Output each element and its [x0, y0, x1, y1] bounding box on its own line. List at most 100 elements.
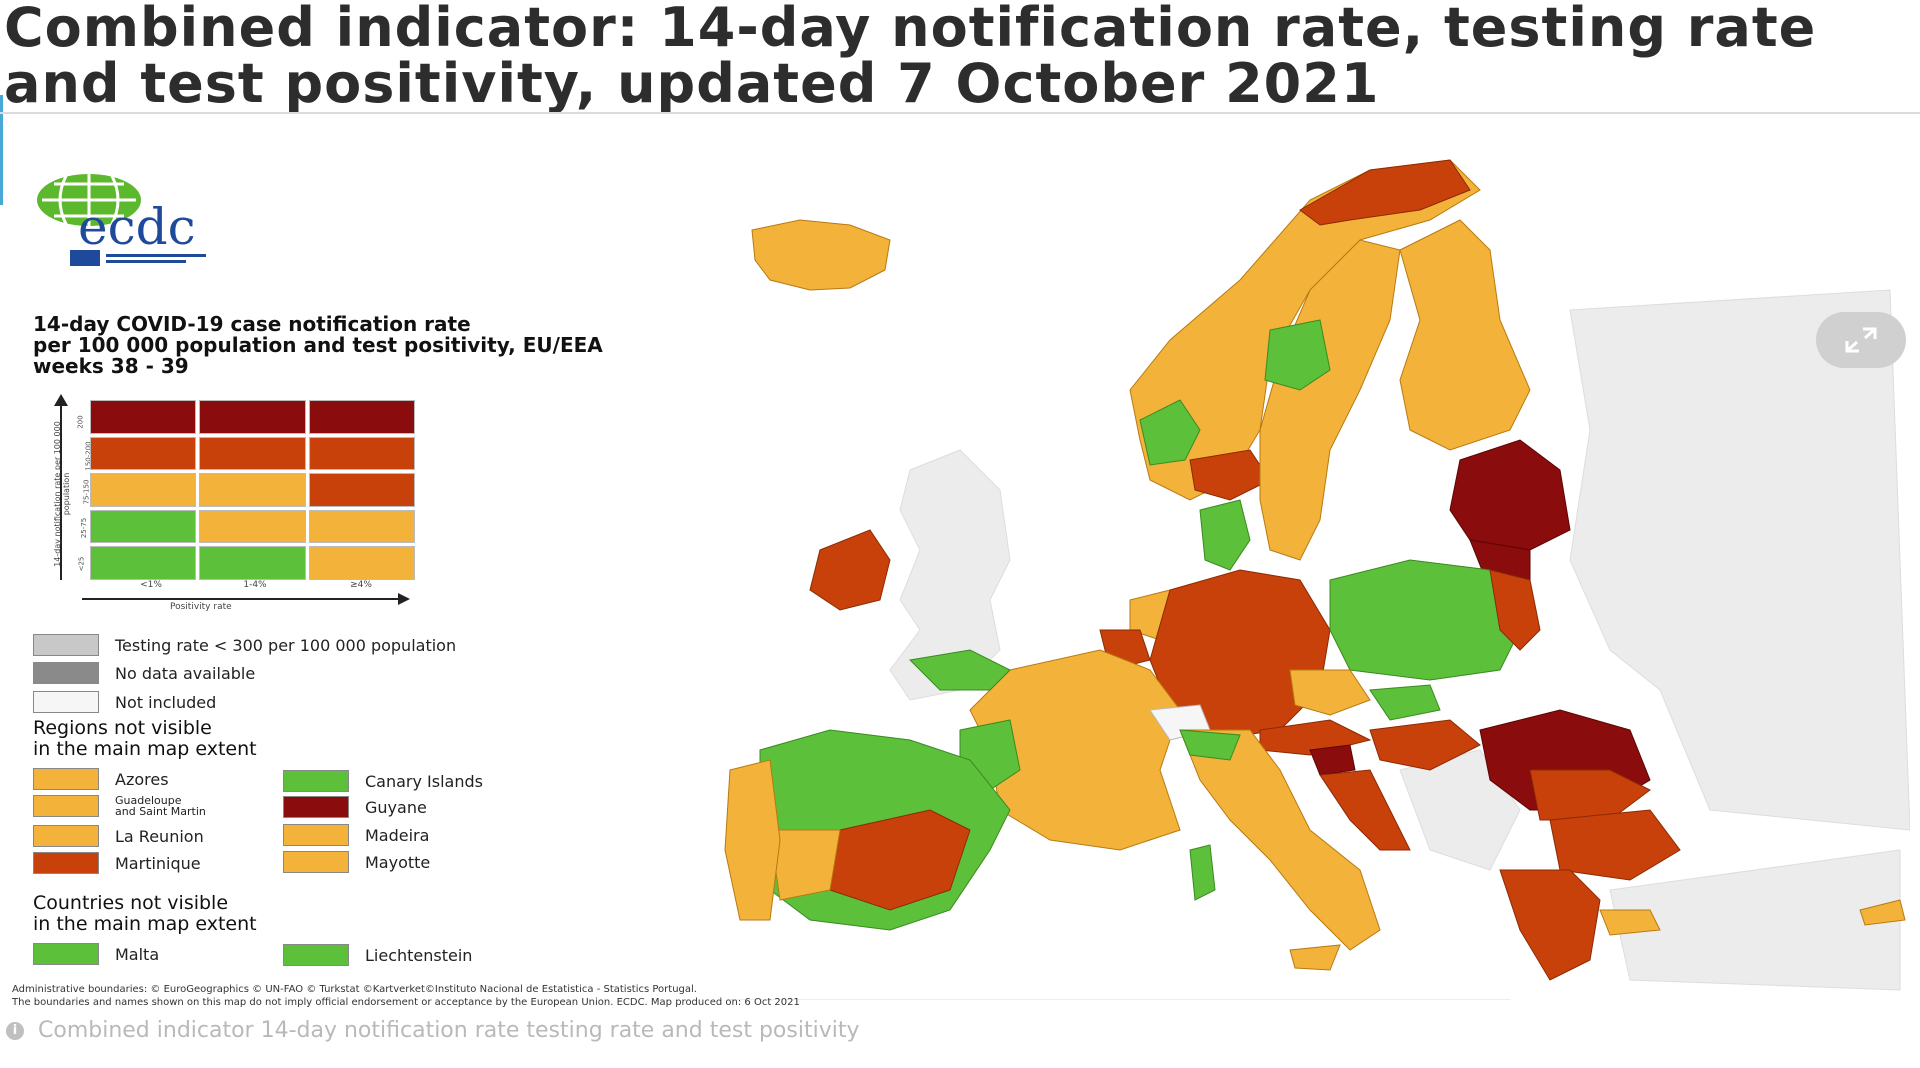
map-region-uk	[889, 449, 1011, 701]
legend-region-row: Canary Islands	[283, 770, 483, 792]
legend-label: Azores	[115, 769, 169, 789]
legend-status-row: Not included	[33, 691, 216, 713]
legend-label: No data available	[115, 663, 256, 683]
map-credits: Administrative boundaries: © EuroGeograp…	[12, 984, 800, 1008]
legend-title: 14-day COVID-19 case notification rate p…	[33, 312, 603, 378]
map-region-italy-green	[1179, 729, 1241, 761]
legend-swatch	[283, 944, 349, 966]
legend-label: Madeira	[365, 825, 430, 845]
map-region-greek-islands	[1599, 909, 1661, 936]
logo-text: ecdc	[78, 198, 196, 256]
legend-status-row: Testing rate < 300 per 100 000 populatio…	[33, 634, 456, 656]
globe-icon	[37, 174, 206, 266]
legend-x-tick: <1%	[140, 580, 162, 590]
legend-region-row: Martinique	[33, 852, 201, 874]
legend-matrix-cell	[199, 509, 306, 544]
map-region-poland-east	[1489, 569, 1541, 651]
map-region-east	[1569, 289, 1910, 831]
map-region-sicily	[1289, 944, 1341, 971]
legend-x-axis	[82, 598, 402, 600]
legend-matrix-cell	[308, 436, 415, 471]
legend-swatch	[33, 634, 99, 656]
legend-matrix-cell	[308, 473, 415, 507]
map-region-sardinia	[1189, 844, 1216, 901]
legend-label: Not included	[115, 692, 217, 712]
page-title: Combined indicator: 14-day notification …	[4, 0, 1817, 115]
legend-label: Guadeloupe and Saint Martin	[115, 794, 206, 818]
legend-region-row: Mayotte	[283, 851, 430, 873]
expand-icon	[1845, 327, 1877, 353]
map-region-bulgaria	[1549, 809, 1681, 881]
legend-matrix	[90, 400, 415, 580]
legend-matrix-cell	[90, 436, 197, 471]
legend-label: Canary Islands	[365, 771, 483, 791]
legend-matrix-cell	[199, 436, 306, 471]
left-accent-bar	[0, 95, 3, 205]
map-region-cyprus	[1859, 899, 1906, 926]
legend-label: La Reunion	[115, 826, 204, 846]
legend-swatch	[33, 691, 99, 713]
legend-y-tick: 200	[76, 415, 85, 429]
legend-swatch	[33, 852, 99, 874]
legend-label: Testing rate < 300 per 100 000 populatio…	[115, 635, 457, 655]
map-region-italy	[1179, 729, 1381, 951]
map-region-spain-orange	[769, 829, 841, 901]
map-region-sweden-green	[1264, 319, 1331, 391]
map-region-france-green-west	[908, 649, 1011, 691]
legend-y-axis-label: 14-day notification rate per 100 000 pop…	[53, 421, 71, 567]
legend-matrix-cell	[90, 509, 197, 544]
legend-y-arrow	[54, 394, 68, 406]
legend-swatch	[33, 768, 99, 790]
legend-matrix-cell	[308, 546, 415, 580]
europe-map[interactable]	[10, 130, 1910, 1000]
map-region-estonia-latvia	[1449, 439, 1571, 551]
expand-map-button[interactable]	[1816, 312, 1906, 368]
legend-label: Liechtenstein	[365, 945, 473, 965]
legend-label: Martinique	[115, 853, 201, 873]
legend-region-row: La Reunion	[33, 825, 204, 847]
figure-caption: i Combined indicator 14-day notification…	[6, 1018, 859, 1043]
legend-matrix-cell	[199, 546, 306, 580]
legend-matrix-cell	[90, 473, 197, 507]
legend-x-tick: 1-4%	[243, 580, 267, 590]
map-region-sweden	[1259, 239, 1401, 561]
legend-y-tick: 25-75	[80, 517, 89, 539]
map-region-denmark	[1199, 499, 1251, 571]
legend-swatch	[283, 824, 349, 846]
legend-x-axis-label: Positivity rate	[170, 602, 232, 612]
legend-swatch	[33, 943, 99, 965]
title-divider	[0, 112, 1920, 114]
map-region-norway-south	[1189, 449, 1271, 501]
legend-y-tick: <25	[77, 556, 86, 572]
map-region-poland	[1329, 559, 1521, 681]
legend-label: Guyane	[365, 797, 427, 817]
legend-region-row: Guyane	[283, 796, 427, 818]
legend-swatch	[33, 662, 99, 684]
map-region-finland	[1399, 219, 1531, 451]
map-region-romania-south	[1529, 769, 1651, 821]
caption-text: Combined indicator 14-day notification r…	[38, 1018, 860, 1043]
legend-region-row: Madeira	[283, 824, 429, 846]
info-icon: i	[6, 1021, 24, 1040]
legend-matrix-cell	[308, 400, 415, 434]
map-region-slovakia	[1369, 684, 1441, 721]
legend-region-row: Guadeloupe and Saint Martin	[33, 795, 206, 817]
map-region-czechia	[1289, 669, 1371, 716]
legend-swatch	[33, 795, 99, 817]
legend-status-row: No data available	[33, 662, 255, 684]
map-region-iceland	[751, 219, 891, 291]
regions-heading: Regions not visible in the main map exte…	[33, 717, 257, 760]
map-region-ireland	[809, 529, 891, 611]
legend-x-arrow	[398, 593, 410, 605]
map-region-hungary	[1369, 719, 1481, 771]
legend-label: Mayotte	[365, 852, 431, 872]
legend-region-row: Azores	[33, 768, 169, 790]
legend-country-row: Malta	[33, 943, 159, 965]
legend-country-row: Liechtenstein	[283, 944, 472, 966]
legend-swatch	[283, 770, 349, 792]
legend-matrix-cell	[308, 509, 415, 544]
map-region-norway-green	[1139, 399, 1201, 466]
map-region-greece	[1499, 869, 1601, 981]
legend-swatch	[283, 796, 349, 818]
legend-swatch	[283, 851, 349, 873]
